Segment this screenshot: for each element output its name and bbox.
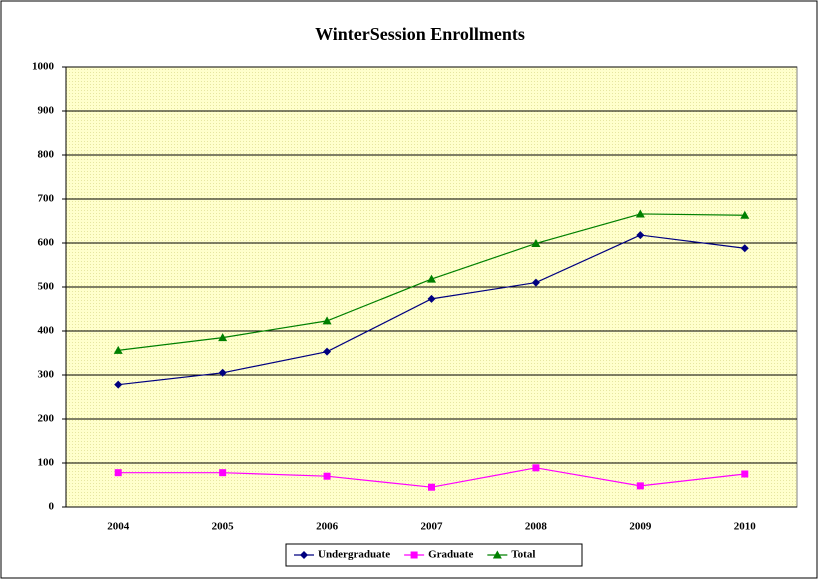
legend-box (285, 543, 583, 567)
legend-label: Graduate (428, 549, 473, 561)
y-tick-label: 700 (38, 193, 55, 205)
y-tick-label: 0 (49, 501, 55, 513)
y-tick-label: 200 (38, 413, 55, 425)
marker (531, 238, 541, 247)
marker (114, 469, 122, 477)
y-tick-label: 800 (38, 149, 55, 161)
marker (636, 482, 644, 490)
marker (427, 274, 436, 283)
marker (218, 368, 227, 377)
marker (531, 278, 540, 287)
x-tick-label: 2007 (421, 521, 444, 533)
marker (428, 483, 435, 491)
marker (219, 469, 227, 477)
y-tick-label: 100 (38, 457, 55, 469)
x-tick-label: 2009 (629, 521, 652, 533)
marker (427, 294, 436, 303)
marker (323, 347, 332, 356)
marker (410, 551, 418, 559)
y-tick-label: 900 (38, 105, 55, 117)
marker (740, 244, 749, 253)
x-tick-label: 2004 (107, 521, 130, 533)
marker (492, 550, 502, 559)
marker (113, 345, 123, 354)
x-tick-label: 2008 (525, 521, 548, 533)
marker (532, 464, 540, 472)
y-tick-label: 600 (38, 237, 55, 249)
marker (322, 316, 332, 325)
marker (114, 380, 123, 389)
x-tick-label: 2006 (316, 521, 339, 533)
chart-title: WinterSession Enrollments (315, 24, 525, 44)
legend-label: Total (511, 549, 535, 561)
marker (218, 333, 228, 342)
marker (635, 209, 645, 218)
y-tick-label: 400 (38, 325, 55, 337)
x-tick-label: 2005 (212, 521, 235, 533)
y-tick-label: 300 (38, 369, 55, 381)
marker (323, 472, 331, 480)
x-tick-label: 2010 (734, 521, 757, 533)
marker (636, 231, 645, 240)
y-tick-label: 1000 (32, 61, 55, 73)
marker (740, 210, 750, 219)
marker (741, 470, 749, 478)
y-tick-label: 500 (38, 281, 55, 293)
marker (300, 551, 308, 559)
legend-label: Undergraduate (318, 549, 390, 561)
